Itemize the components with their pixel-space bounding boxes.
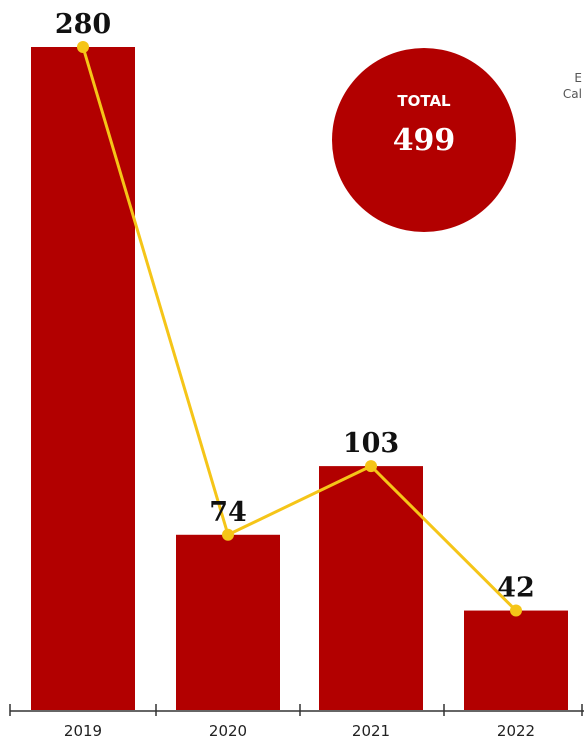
- tick-label-2019: 2019: [64, 722, 102, 740]
- bar-2022: [464, 610, 568, 710]
- bar-2020: [176, 534, 280, 710]
- tick-label-2021: 2021: [352, 722, 390, 740]
- value-label-2021: 103: [343, 428, 399, 459]
- bar-2021: [319, 466, 423, 710]
- x-axis: 2019 2020 2021 2022: [9, 704, 584, 740]
- tick-label-2022: 2022: [497, 722, 535, 740]
- total-value: 499: [393, 123, 456, 158]
- trend-points: [77, 41, 522, 617]
- trend-line: [81, 46, 518, 612]
- value-label-2022: 42: [497, 573, 535, 604]
- value-label-2019: 280: [55, 9, 111, 40]
- total-badge: TOTAL 499: [332, 48, 516, 232]
- value-labels: 280 74 103 42: [55, 9, 535, 604]
- point-2022: [510, 604, 522, 617]
- tick-label-2020: 2020: [209, 722, 247, 740]
- point-2020: [222, 528, 234, 541]
- bar-2019: [31, 47, 135, 710]
- total-circle: [332, 48, 516, 232]
- value-label-2020: 74: [209, 497, 247, 528]
- cropped-annotation-line-2: Cal: [563, 87, 582, 101]
- total-label: TOTAL: [397, 92, 451, 110]
- bars-group: [31, 47, 568, 710]
- point-2021: [365, 460, 377, 473]
- point-2019: [77, 41, 89, 53]
- cropped-annotation-line-1: E: [574, 71, 582, 85]
